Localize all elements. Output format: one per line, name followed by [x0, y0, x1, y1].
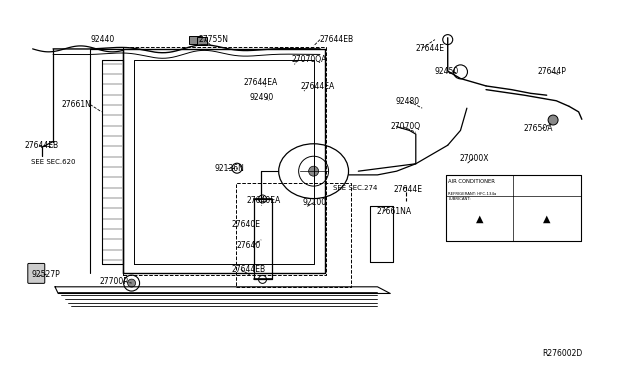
Text: R276002D: R276002D [542, 349, 582, 358]
Text: 92136N: 92136N [214, 164, 244, 173]
Circle shape [127, 279, 136, 287]
Ellipse shape [278, 144, 349, 199]
Text: 27644EA: 27644EA [301, 82, 335, 91]
Text: SEE SEC.620: SEE SEC.620 [31, 159, 76, 165]
Text: 27644EA: 27644EA [243, 78, 278, 87]
FancyBboxPatch shape [28, 263, 45, 283]
Text: 92480: 92480 [396, 97, 419, 106]
Text: 92490: 92490 [250, 93, 274, 102]
Circle shape [259, 195, 266, 203]
Text: 27661N: 27661N [61, 100, 92, 109]
Text: 27644EB: 27644EB [25, 141, 59, 150]
Circle shape [124, 275, 140, 291]
Text: 27650A: 27650A [523, 124, 552, 133]
Text: 27661NA: 27661NA [376, 207, 412, 216]
Text: 92450: 92450 [435, 67, 460, 76]
Text: ▲: ▲ [476, 214, 484, 224]
Text: ▲: ▲ [543, 214, 551, 224]
Circle shape [232, 163, 242, 173]
Circle shape [308, 166, 319, 176]
Text: 27640E: 27640E [232, 221, 261, 230]
Text: 27070Q: 27070Q [390, 122, 420, 131]
Text: 27644EB: 27644EB [320, 35, 354, 44]
Text: 27640EA: 27640EA [246, 196, 281, 205]
Circle shape [259, 275, 266, 283]
Text: 27644E: 27644E [394, 185, 422, 194]
Text: 92100: 92100 [302, 198, 326, 207]
Text: 27644P: 27644P [537, 67, 566, 76]
FancyBboxPatch shape [197, 37, 207, 45]
Text: 27644EB: 27644EB [232, 265, 266, 274]
Text: 92527P: 92527P [31, 270, 60, 279]
Text: 27070QA: 27070QA [291, 55, 326, 64]
Circle shape [443, 35, 452, 45]
Text: 27644E: 27644E [416, 44, 445, 52]
Circle shape [548, 115, 558, 125]
Text: 27640: 27640 [237, 241, 261, 250]
Text: 92440: 92440 [90, 35, 115, 44]
Text: AIR CONDITIONER: AIR CONDITIONER [449, 179, 495, 184]
Circle shape [299, 156, 328, 186]
FancyBboxPatch shape [189, 36, 201, 44]
Text: SEE SEC.274: SEE SEC.274 [333, 185, 377, 191]
Text: REFRIGERANT: HFC-134a
LUBRICANT:: REFRIGERANT: HFC-134a LUBRICANT: [449, 192, 497, 201]
Ellipse shape [454, 65, 467, 79]
Text: 27000X: 27000X [460, 154, 489, 163]
Text: 27755N: 27755N [198, 35, 228, 44]
Text: 27700P: 27700P [100, 277, 129, 286]
